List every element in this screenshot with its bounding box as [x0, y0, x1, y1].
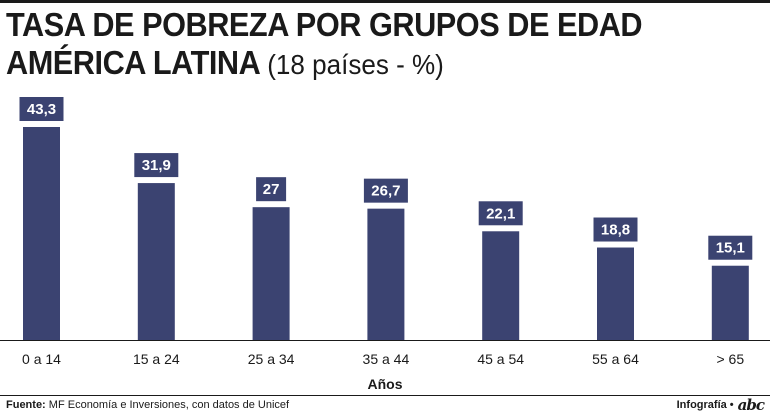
x-tick-label-3: 25 a 34 — [248, 351, 295, 367]
x-tick-label-5: 45 a 54 — [477, 351, 524, 367]
bar-1 — [23, 127, 60, 340]
title-line-2: AMÉRICA LATINA (18 países - %) — [6, 44, 642, 84]
footer-source: Fuente: MF Economía e Inversiones, con d… — [6, 399, 289, 411]
x-tick-label-1: 0 a 14 — [22, 351, 61, 367]
title-line-1: TASA DE POBREZA POR GRUPOS DE EDAD — [6, 6, 643, 43]
value-label-box-4 — [363, 178, 408, 203]
x-axis-label: Años — [368, 376, 403, 392]
x-tick-label-7: > 65 — [716, 351, 744, 367]
bar-6 — [597, 247, 634, 340]
bar-7 — [711, 265, 749, 340]
x-tick-label-2: 15 a 24 — [133, 351, 180, 367]
footer-credit: Infografía • abc — [676, 396, 765, 414]
bar-3 — [252, 207, 290, 340]
bar-2 — [137, 183, 175, 340]
title-line-2-text: AMÉRICA LATINA — [6, 44, 260, 81]
abc-logo: abc — [737, 396, 765, 414]
top-rule — [0, 0, 770, 3]
source-text: MF Economía e Inversiones, con datos de … — [48, 399, 290, 411]
chart-subtitle: (18 países - %) — [267, 49, 444, 80]
bar-5 — [482, 231, 520, 340]
value-label-6: 18,8 — [601, 222, 630, 239]
value-label-1: 43,3 — [27, 101, 56, 118]
bar-4 — [367, 208, 405, 340]
x-tick-label-6: 55 a 64 — [592, 351, 639, 367]
bar-chart: 43,3 0 a 14 31,9 15 a 24 27 25 a 34 26,7 35 a 4… — [0, 97, 770, 392]
value-label-5: 22,1 — [486, 205, 515, 222]
value-label-box-7 — [708, 235, 753, 260]
chart-title: TASA DE POBREZA POR GRUPOS DE EDAD AMÉRI… — [6, 6, 643, 84]
value-label-box-1 — [19, 97, 64, 121]
value-label-box-2 — [134, 153, 179, 178]
bottom-rule — [0, 395, 770, 396]
credit-text: Infografía • — [676, 399, 734, 411]
source-label: Fuente: — [6, 399, 46, 411]
value-label-box-6 — [593, 217, 638, 242]
value-label-7: 15,1 — [716, 240, 745, 257]
x-tick-label-4: 35 a 44 — [363, 351, 410, 367]
value-label-4: 26,7 — [371, 183, 400, 200]
value-label-3: 27 — [263, 181, 280, 198]
value-label-2: 31,9 — [142, 157, 171, 174]
value-label-box-3 — [256, 177, 287, 202]
value-label-box-5 — [478, 201, 523, 226]
